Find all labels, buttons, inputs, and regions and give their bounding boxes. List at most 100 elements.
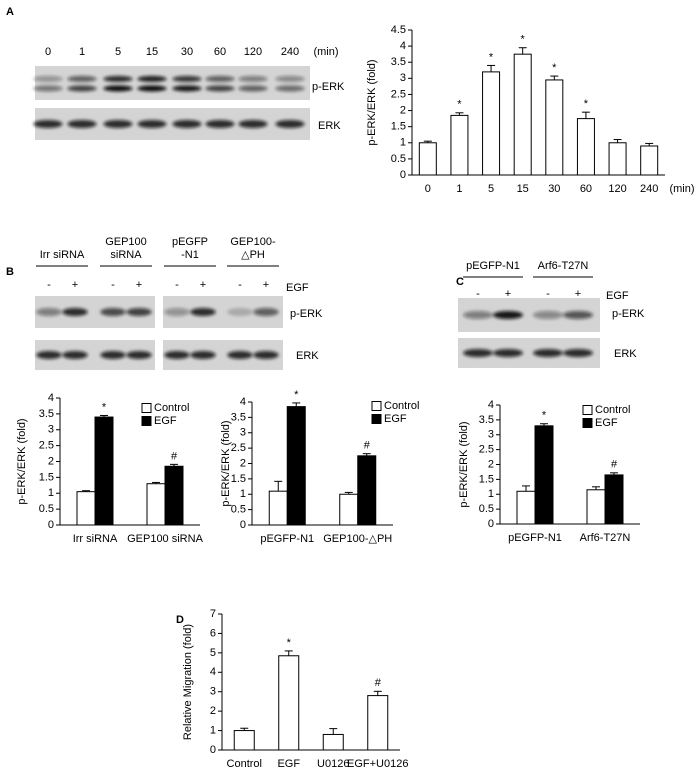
bar [418, 142, 437, 176]
lane-label: 1 [79, 46, 85, 58]
band [275, 85, 305, 92]
y-tick-label: 2.5 [231, 442, 246, 454]
error-bar [522, 485, 530, 492]
band [137, 120, 167, 128]
bar [322, 733, 344, 751]
x-tick-label: 1 [456, 183, 462, 195]
band [227, 351, 253, 359]
band [205, 75, 235, 82]
significance-mark: * [102, 401, 107, 413]
x-tick-label: GEP100 siRNA [127, 533, 203, 545]
error-bar [540, 423, 548, 426]
bar [367, 695, 389, 751]
error-bar [170, 463, 178, 467]
y-axis-label: p-ERK/ERK (fold) [16, 418, 28, 504]
error-bar [455, 112, 464, 116]
bar [576, 118, 595, 176]
significance-mark: * [542, 410, 547, 422]
y-tick-label: 3.5 [39, 408, 54, 420]
x-tick-label: pEGFP-N1 [508, 532, 562, 544]
band [33, 75, 63, 82]
band [67, 120, 97, 128]
band [33, 85, 63, 92]
y-tick-label: 2 [400, 104, 406, 116]
group-label: Irr siRNA [40, 249, 85, 261]
bar [233, 730, 255, 751]
y-axis-label: p-ERK/ERK (fold) [366, 59, 378, 145]
y-tick-label: 3 [400, 72, 406, 84]
blot-image [458, 298, 600, 332]
y-tick-label: 0 [240, 519, 246, 531]
bar [608, 142, 627, 176]
panel-label: A [6, 6, 14, 18]
band [205, 120, 235, 128]
significance-mark: # [611, 459, 618, 471]
band [275, 75, 305, 82]
legend-label: EGF [595, 417, 618, 429]
lane-label: 240 [281, 46, 299, 58]
treatment-sign: - [111, 279, 115, 291]
band [238, 120, 268, 128]
legend-swatch [141, 403, 152, 413]
bar [357, 455, 377, 526]
band [67, 85, 97, 92]
bar [268, 490, 288, 526]
row-label: p-ERK [290, 308, 323, 320]
x-tick-label: Irr siRNA [73, 533, 118, 545]
band [137, 75, 167, 82]
band [253, 351, 279, 359]
band [126, 308, 152, 316]
panel-label: B [6, 266, 14, 278]
significance-mark: * [287, 637, 292, 649]
band [227, 308, 253, 316]
group-label: pEGFP-N1 [466, 260, 520, 272]
band [67, 75, 97, 82]
bar [76, 491, 96, 526]
y-tick-label: 5 [210, 647, 216, 659]
y-tick-label: 2 [488, 458, 494, 470]
band [164, 351, 190, 359]
band [275, 120, 305, 128]
x-tick-label: 0 [425, 183, 431, 195]
y-tick-label: 1.5 [391, 121, 406, 133]
band [493, 311, 523, 319]
x-tick-label: GEP100-△PH [323, 533, 392, 545]
band [62, 351, 88, 359]
error-bar [487, 64, 496, 72]
significance-mark: # [375, 677, 382, 689]
panel-label: D [176, 614, 184, 626]
blot-image [163, 296, 283, 328]
x-tick-label: EGF [277, 758, 300, 770]
error-bar [373, 690, 382, 696]
x-tick-label: 240 [640, 183, 658, 195]
bar [339, 493, 359, 526]
error-bar [329, 728, 338, 735]
legend-label: Control [384, 400, 419, 412]
error-bar [292, 402, 301, 407]
y-tick-label: 3 [240, 427, 246, 439]
x-tick-label: 60 [580, 183, 592, 195]
group-label: -N1 [181, 249, 199, 261]
error-bar [518, 47, 527, 55]
x-tick-label: Arf6-T27N [580, 532, 631, 544]
treatment-sign: - [238, 279, 242, 291]
error-bar [82, 490, 90, 492]
bar [94, 416, 114, 526]
band [36, 351, 62, 359]
band [172, 120, 202, 128]
x-tick-label: 5 [488, 183, 494, 195]
bar [534, 425, 554, 525]
y-tick-label: 0 [400, 169, 406, 181]
x-tick-label: U0126 [317, 758, 349, 770]
bar [586, 489, 606, 525]
group-label: GEP100 [105, 236, 147, 248]
y-tick-label: 4 [48, 392, 54, 404]
row-label: p-ERK [312, 81, 345, 93]
legend-swatch [371, 414, 382, 424]
band [172, 85, 202, 92]
y-tick-label: 1.5 [231, 473, 246, 485]
significance-mark: * [552, 62, 557, 74]
y-tick-label: 0.5 [39, 503, 54, 515]
treatment-sign: + [263, 279, 269, 291]
row-label: ERK [318, 120, 341, 132]
